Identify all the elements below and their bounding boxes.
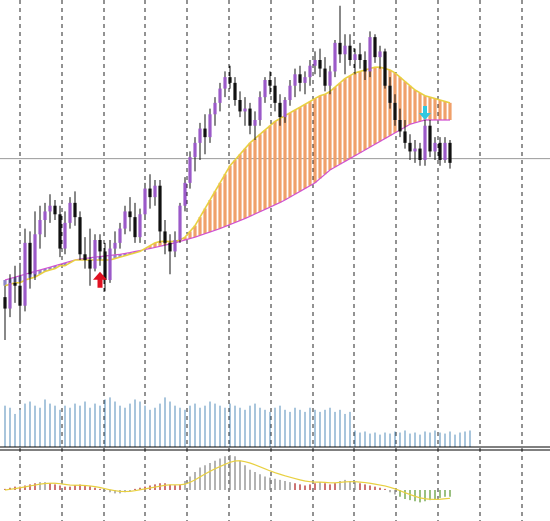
candle-body-37 bbox=[188, 157, 192, 183]
candle-body-89 bbox=[448, 142, 452, 163]
candle-body-17 bbox=[88, 260, 92, 269]
candle-body-9 bbox=[48, 205, 52, 212]
candle-body-5 bbox=[28, 242, 32, 275]
candle-body-8 bbox=[43, 211, 47, 220]
candle-body-6 bbox=[33, 234, 37, 275]
candle-body-22 bbox=[113, 242, 117, 249]
candle-body-64 bbox=[323, 68, 327, 86]
candle-body-82 bbox=[413, 148, 417, 152]
candle-body-75 bbox=[378, 51, 382, 58]
candle-body-49 bbox=[248, 108, 252, 126]
candle-body-87 bbox=[438, 142, 442, 160]
candle-body-23 bbox=[118, 228, 122, 243]
candle-body-50 bbox=[253, 120, 257, 126]
candle-body-61 bbox=[308, 65, 312, 78]
candle-body-31 bbox=[158, 185, 162, 232]
candle-body-4 bbox=[23, 242, 27, 306]
candle-body-3 bbox=[18, 285, 22, 306]
candle-body-32 bbox=[163, 231, 167, 243]
candle-body-10 bbox=[53, 205, 57, 215]
candle-body-67 bbox=[338, 42, 342, 55]
fast-ma-line bbox=[4, 66, 451, 287]
candle-body-41 bbox=[208, 114, 212, 138]
candle-body-51 bbox=[258, 97, 262, 120]
candle-body-20 bbox=[103, 251, 107, 280]
candle-body-28 bbox=[143, 188, 147, 215]
candle-body-60 bbox=[303, 77, 307, 83]
candle-body-63 bbox=[318, 60, 322, 69]
candle-body-14 bbox=[73, 202, 77, 218]
candle-body-12 bbox=[63, 222, 67, 249]
candle-body-38 bbox=[193, 142, 197, 158]
candle-body-19 bbox=[98, 240, 102, 252]
candle-body-79 bbox=[398, 120, 402, 132]
candle-body-21 bbox=[108, 248, 112, 280]
candle-body-56 bbox=[283, 100, 287, 118]
candle-body-35 bbox=[178, 205, 182, 240]
candle-body-65 bbox=[328, 71, 332, 86]
candle-body-30 bbox=[153, 185, 157, 198]
candle-body-27 bbox=[138, 214, 142, 238]
candle-body-1 bbox=[8, 282, 12, 309]
candle-body-24 bbox=[123, 211, 127, 229]
candle-body-71 bbox=[358, 54, 362, 60]
sell-arrow-icon bbox=[419, 106, 431, 120]
candle-body-25 bbox=[128, 211, 132, 218]
candle-body-39 bbox=[198, 128, 202, 143]
candle-body-78 bbox=[393, 102, 397, 120]
buy-arrow-icon bbox=[93, 271, 107, 288]
candle-body-84 bbox=[423, 125, 427, 160]
candle-body-58 bbox=[293, 74, 297, 86]
candle-body-72 bbox=[363, 60, 367, 72]
candle-body-80 bbox=[403, 131, 407, 143]
candle-body-44 bbox=[223, 77, 227, 89]
candle-body-76 bbox=[383, 51, 387, 86]
candle-body-40 bbox=[203, 128, 207, 138]
candle-body-45 bbox=[228, 77, 232, 83]
candle-body-11 bbox=[58, 214, 62, 249]
candle-body-86 bbox=[433, 142, 437, 152]
candle-body-70 bbox=[353, 54, 357, 60]
candle-body-16 bbox=[83, 254, 87, 260]
candle-body-7 bbox=[38, 220, 42, 235]
candle-body-62 bbox=[313, 60, 317, 66]
candle-body-85 bbox=[428, 125, 432, 152]
candle-body-18 bbox=[93, 240, 97, 269]
candle-body-74 bbox=[373, 37, 377, 58]
slow-ma-line bbox=[4, 119, 450, 281]
candle-body-0 bbox=[3, 297, 7, 309]
candle-body-13 bbox=[68, 202, 72, 223]
candle-body-55 bbox=[278, 102, 282, 118]
candle-body-48 bbox=[243, 108, 247, 112]
candle-body-53 bbox=[268, 80, 272, 86]
candle-body-59 bbox=[298, 74, 302, 83]
candle-body-69 bbox=[348, 45, 352, 60]
candle-body-88 bbox=[443, 142, 447, 160]
candle-body-43 bbox=[218, 88, 222, 103]
candle-body-68 bbox=[343, 45, 347, 55]
candle-body-57 bbox=[288, 85, 292, 100]
candle-body-52 bbox=[263, 80, 267, 98]
candle-body-36 bbox=[183, 182, 187, 206]
candle-body-33 bbox=[168, 242, 172, 252]
candle-body-81 bbox=[408, 142, 412, 152]
candle-body-2 bbox=[13, 282, 17, 286]
candle-body-29 bbox=[148, 188, 152, 198]
candle-body-77 bbox=[388, 85, 392, 103]
candle-body-34 bbox=[173, 240, 177, 252]
candle-body-83 bbox=[418, 148, 422, 160]
candle-body-47 bbox=[238, 100, 242, 112]
candle-body-42 bbox=[213, 102, 217, 115]
candle-body-15 bbox=[78, 217, 82, 255]
candle-body-66 bbox=[333, 42, 337, 72]
candle-body-26 bbox=[133, 217, 137, 238]
candle-body-46 bbox=[233, 82, 237, 100]
candle-body-54 bbox=[273, 85, 277, 103]
osc-signal-line bbox=[4, 460, 451, 501]
candle-body-73 bbox=[368, 37, 372, 72]
